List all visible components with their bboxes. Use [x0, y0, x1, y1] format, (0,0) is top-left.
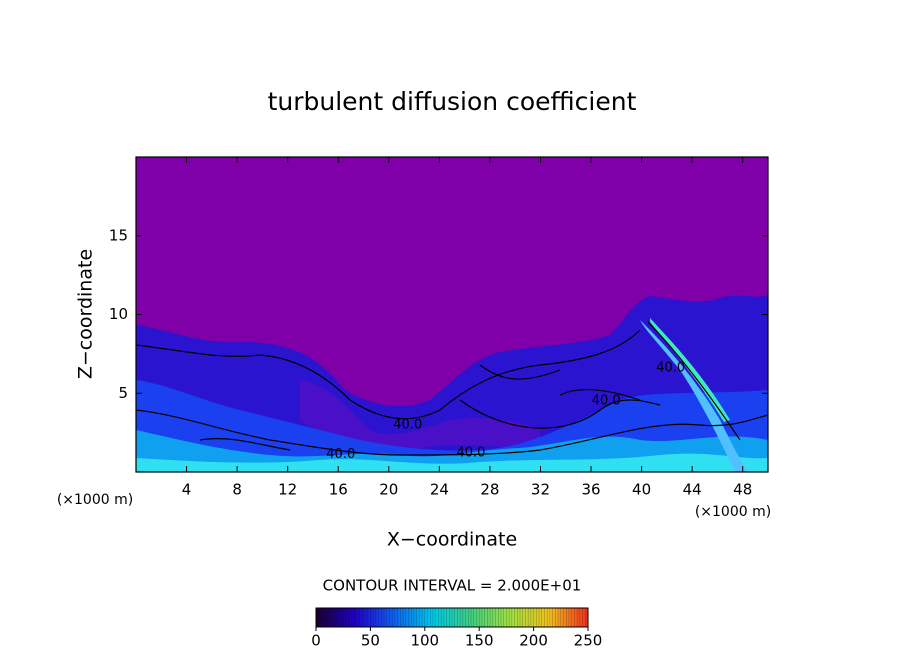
x-tick-label: 12 — [278, 481, 297, 499]
x-tick-label: 24 — [430, 481, 449, 499]
colorbar-tick-label: 200 — [519, 632, 548, 650]
x-axis-label: X−coordinate — [387, 529, 517, 551]
contour-label: 40.0 — [656, 361, 685, 376]
x-unit-label: (×1000 m) — [57, 492, 133, 508]
x-tick-label: 36 — [581, 481, 600, 499]
colorbar-tick-label: 50 — [361, 632, 380, 650]
contour-label: 40.0 — [592, 394, 621, 409]
x-tick-label: 40 — [632, 481, 651, 499]
x-tick-label: 20 — [379, 481, 398, 499]
colorbar — [315, 607, 589, 628]
contour-label: 40.0 — [326, 447, 355, 462]
field — [136, 295, 768, 472]
x-tick-label: 48 — [733, 481, 752, 499]
x-tick-label: 32 — [531, 481, 550, 499]
y-tick-label: 15 — [109, 226, 128, 244]
contour-interval: CONTOUR INTERVAL = 2.000E+01 — [323, 577, 582, 595]
contour-label: 40.0 — [456, 446, 485, 461]
x-unit-label: (×1000 m) — [695, 504, 771, 520]
y-tick-label: 5 — [118, 384, 128, 402]
colorbar-tick-label: 150 — [465, 632, 494, 650]
colorbar-tick-label: 250 — [574, 632, 603, 650]
colorbar-tick-label: 100 — [410, 632, 439, 650]
colorbar-tick-label: 0 — [311, 632, 321, 650]
y-tick-label: 10 — [109, 305, 128, 323]
x-tick-label: 8 — [232, 481, 242, 499]
x-tick-label: 44 — [683, 481, 702, 499]
x-tick-label: 16 — [329, 481, 348, 499]
x-tick-label: 28 — [480, 481, 499, 499]
chart-title: turbulent diffusion coefficient — [268, 87, 637, 116]
contour-label: 40.0 — [393, 417, 422, 432]
y-axis-label: Z−coordinate — [75, 249, 97, 379]
x-tick-label: 4 — [182, 481, 192, 499]
